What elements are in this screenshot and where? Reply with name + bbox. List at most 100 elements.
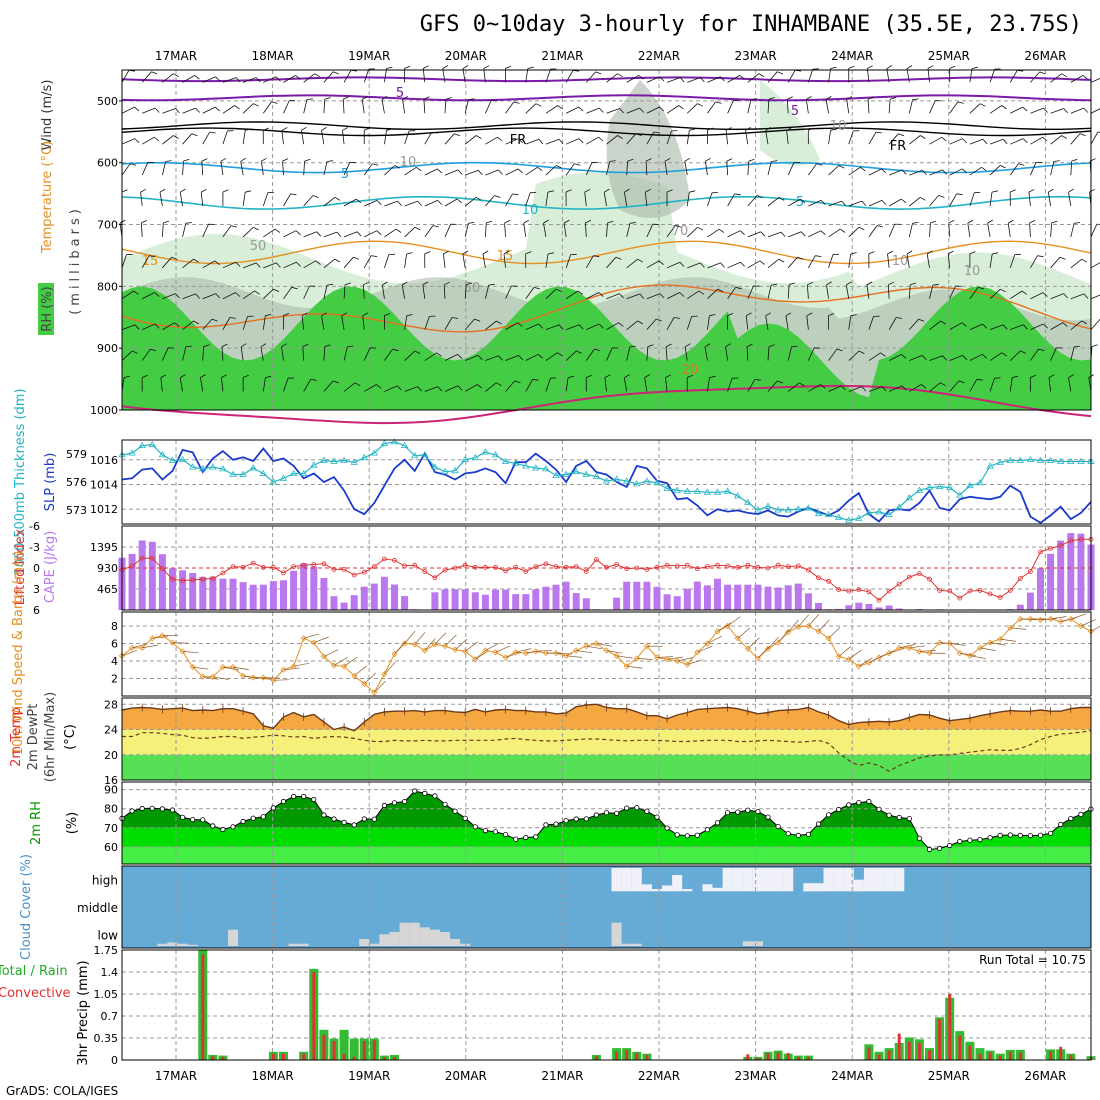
contour-label: 10 [400, 155, 417, 170]
wind-barb [644, 192, 648, 207]
thickness-point [592, 472, 601, 479]
wind-barb-flag [726, 158, 733, 162]
wind-barb [565, 138, 580, 145]
wind-barb [505, 285, 512, 299]
precip-conv-bar [746, 1054, 750, 1060]
precip-conv-bar [998, 1055, 1002, 1060]
wind-barb [848, 200, 863, 207]
thickness-point [1036, 456, 1045, 463]
wind-barb-flag [240, 157, 247, 162]
wind-barb-flag [604, 374, 611, 378]
li-point [705, 564, 710, 569]
wind-barb-flag [806, 96, 812, 100]
wind-barb [949, 322, 963, 330]
wind-barb-flag [585, 220, 592, 224]
cape-bar [340, 602, 348, 610]
wind-barb [747, 379, 756, 392]
cape-bar [754, 584, 762, 610]
wind-barb-flag [1059, 256, 1066, 260]
wind-barb-flag [302, 343, 309, 347]
wind-barb-flag [503, 250, 510, 255]
wind-barb-flag [1051, 220, 1058, 224]
thickness-point [178, 455, 187, 462]
thickness-point [350, 458, 358, 465]
wind-barb [303, 260, 317, 269]
wind-barb [767, 99, 770, 114]
rh2m-point [331, 816, 337, 822]
wind10-barb [828, 626, 841, 639]
thickness-point [905, 494, 914, 501]
panel-frame [121, 781, 1092, 865]
wind-barb-flag [609, 160, 616, 162]
wind-barb-flag [860, 166, 866, 172]
wind-barb-flag [1000, 288, 1006, 293]
wind-barb [1030, 107, 1044, 114]
li-point [513, 564, 519, 570]
rh2m-point [159, 806, 165, 812]
t2m-tick: 20 [104, 749, 118, 762]
wind-barb [464, 99, 469, 114]
li-point [321, 561, 327, 567]
wind-barb [504, 222, 506, 237]
wind-barb [260, 161, 264, 176]
wind-barb [969, 166, 982, 176]
wind10-barb [979, 647, 996, 651]
wind-barb [767, 196, 780, 207]
thickness-point [1067, 457, 1075, 464]
wind10-point [754, 655, 761, 662]
wind-barb [745, 130, 749, 145]
wind-barb-flag [220, 157, 227, 162]
temp-contour-line [121, 195, 1092, 210]
li-point [957, 595, 963, 601]
wind-barb-flag [314, 73, 321, 78]
wind-barb-flag [457, 385, 463, 391]
wind10-barb [777, 630, 789, 643]
wind-barb-flag [629, 222, 636, 224]
wind-barb-flag [1002, 139, 1008, 145]
wind-barb [586, 292, 600, 300]
cloud-cell [177, 943, 188, 946]
wind-barb-flag [154, 136, 160, 142]
wind10-barb [757, 646, 770, 659]
rh2m-point [210, 823, 216, 829]
wind-barb [162, 347, 169, 361]
cloud-cell [399, 922, 410, 946]
wind-barb [182, 346, 187, 361]
thickness-point [481, 448, 490, 455]
wind-barb-flag [1083, 293, 1089, 299]
wind-barb-flag [746, 343, 753, 347]
wind-barb-flag [665, 343, 672, 347]
wind-barb [182, 107, 196, 114]
cloud-cell [833, 868, 844, 892]
panel-frame [121, 525, 1092, 611]
wind-barb-flag [698, 290, 705, 295]
t2m-labels: 2m Temp 2m DewPt (6hr Min/Max) (°C) [9, 692, 78, 782]
precip-total-bar [339, 1029, 349, 1060]
wind-barb [523, 223, 527, 237]
wind10-point [371, 689, 378, 696]
wind10-point [290, 663, 297, 670]
wind-barb [969, 287, 979, 299]
wind-barb [303, 161, 305, 176]
wind-barb [381, 99, 385, 114]
panel-frame [121, 865, 1092, 949]
wind-barb-flag [700, 77, 705, 83]
wind-barb [886, 68, 890, 83]
wind-barb [868, 386, 883, 392]
panel-frame [121, 439, 1092, 525]
wind-barb [342, 99, 345, 114]
wind10-barb [787, 619, 799, 633]
li-point [573, 564, 579, 569]
thickness-point [229, 470, 237, 477]
wind-barb-flag [777, 380, 784, 384]
wind-barb-flag [1010, 189, 1016, 193]
wind-barb-flag [555, 165, 562, 169]
contour-label: FR [510, 133, 527, 148]
cloud-cell [157, 943, 168, 946]
precip-conv-bar [382, 1056, 386, 1060]
wind-barb [808, 230, 822, 238]
wind-barb-flag [512, 193, 519, 196]
cape-bar [310, 566, 318, 610]
wind-barb-flag [603, 188, 610, 193]
rh2m-point [805, 831, 812, 837]
